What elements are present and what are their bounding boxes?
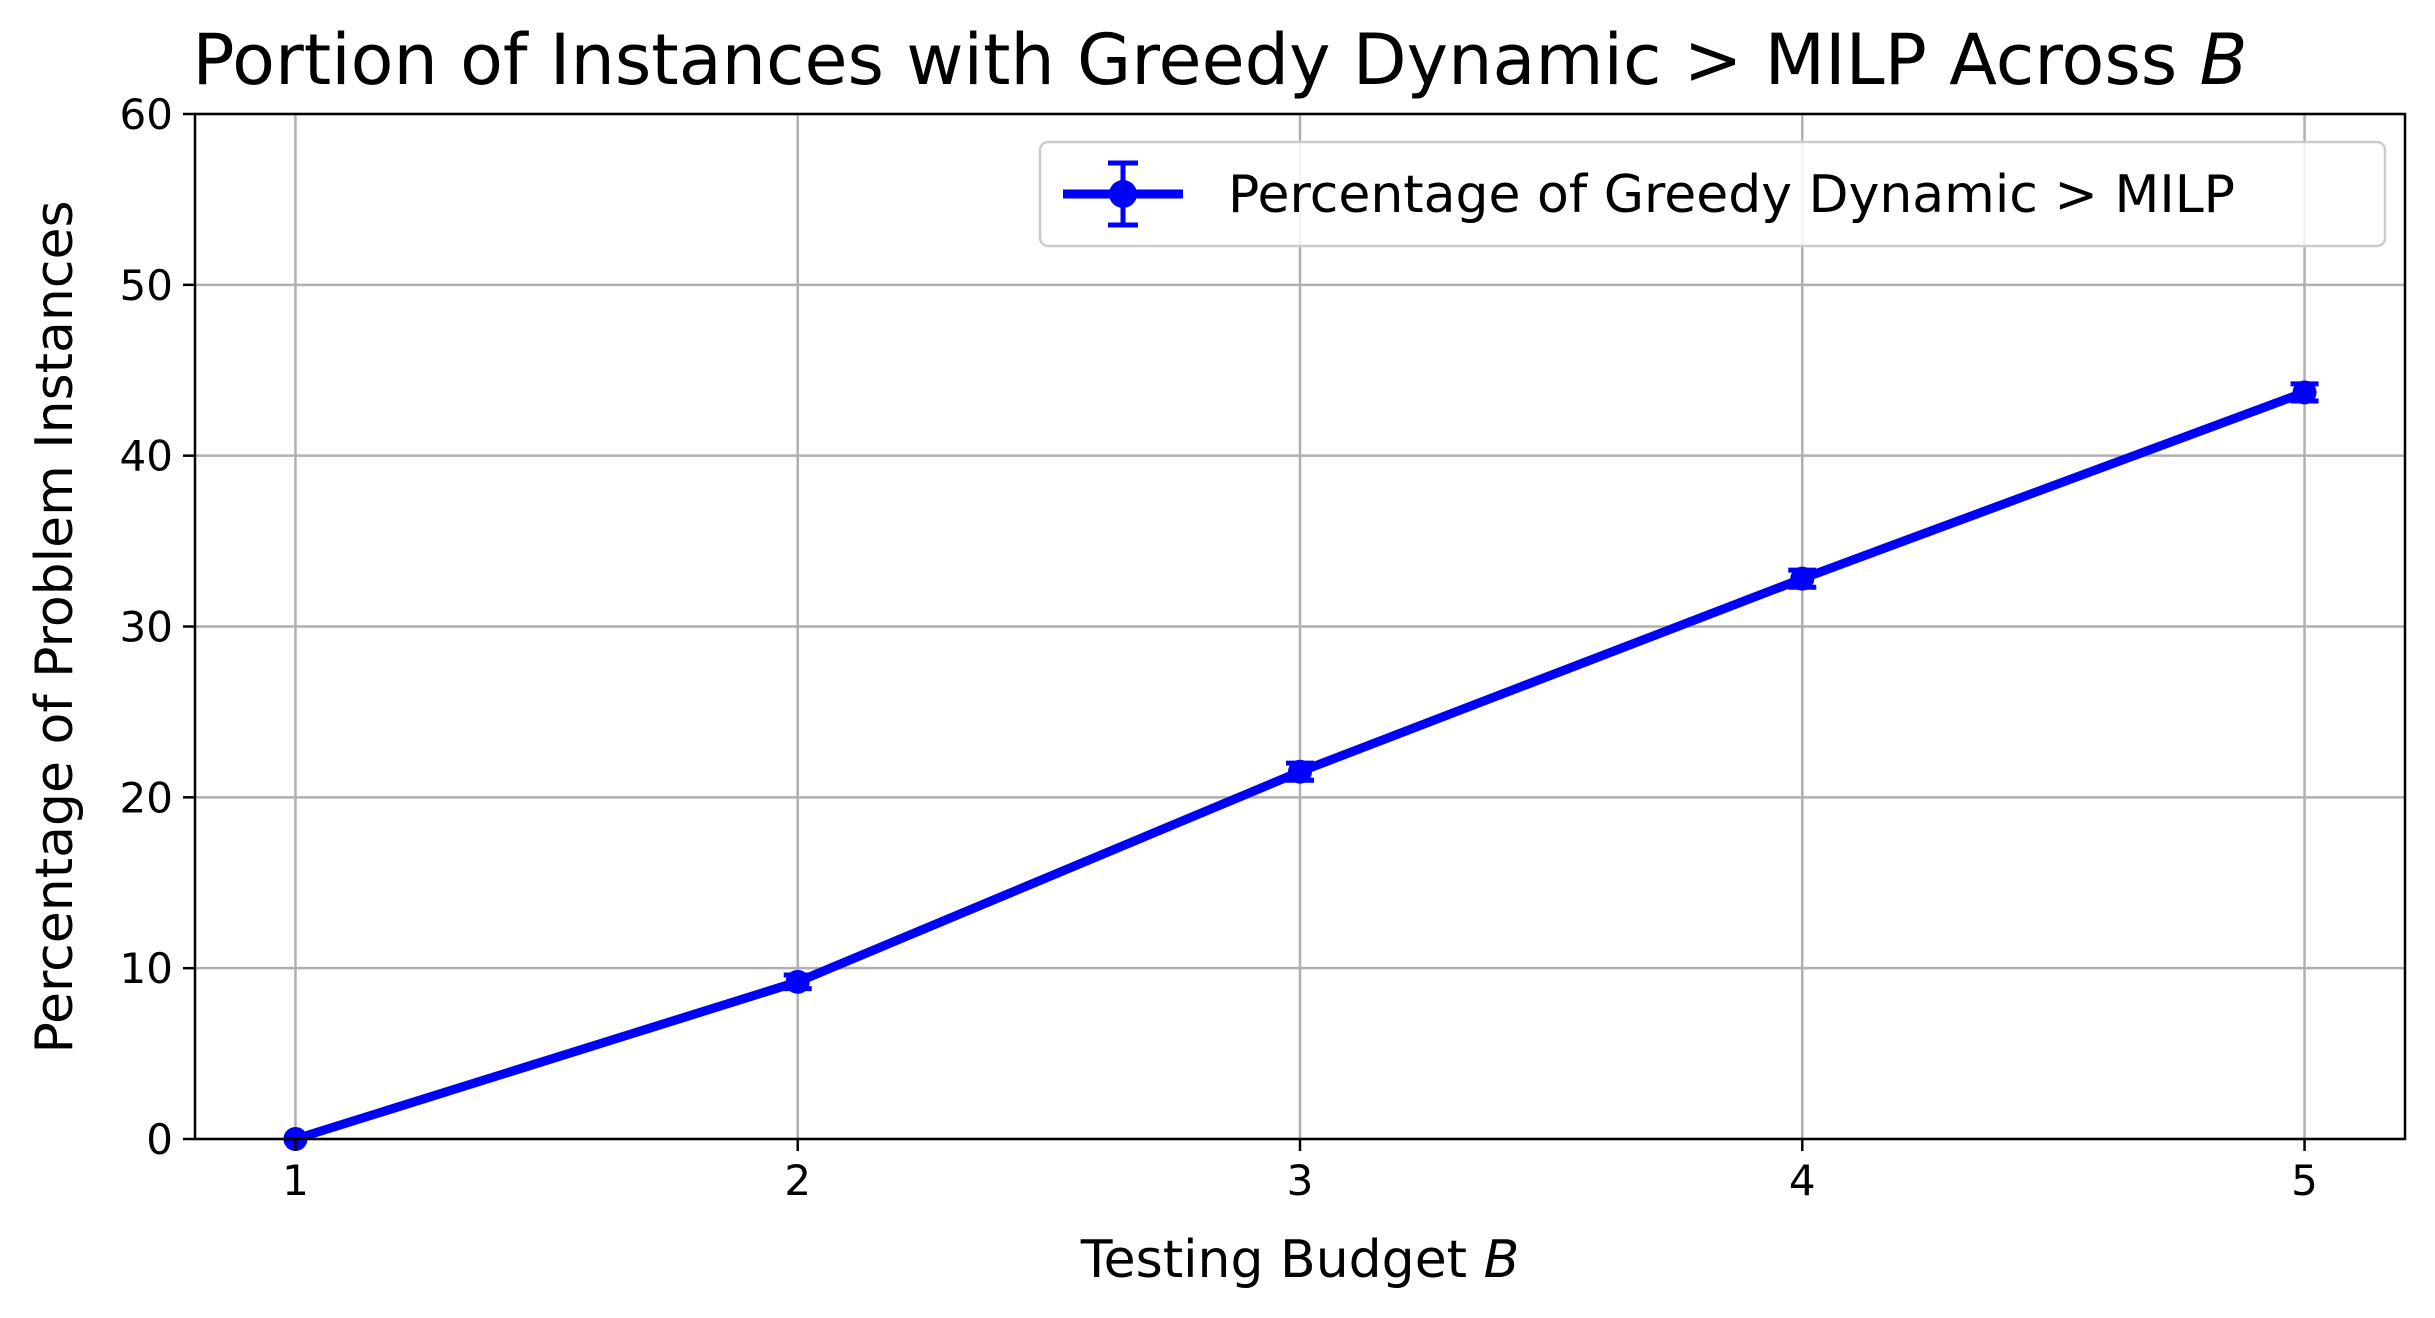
y-tick-label-40: 40 [120, 432, 173, 481]
data-point-3 [1288, 759, 1312, 784]
y-tick-label-10: 10 [120, 944, 173, 993]
y-tick-label-20: 20 [120, 773, 173, 822]
x-tick-label-3: 3 [1287, 1156, 1314, 1205]
legend-entry-label: Percentage of Greedy Dynamic > MILP [1228, 165, 2235, 225]
x-axis-label-variable: B [1484, 1230, 1520, 1290]
x-axis-label: Testing Budget B [1080, 1230, 1520, 1290]
legend: Percentage of Greedy Dynamic > MILP [1038, 140, 2387, 248]
y-tick-label-50: 50 [120, 261, 173, 310]
x-axis: 1 2 3 4 5 [282, 1139, 2318, 1205]
series-layer [283, 380, 2319, 1151]
x-tick-label-1: 1 [282, 1156, 309, 1205]
grid [195, 112, 2405, 1141]
y-tick-label-0: 0 [146, 1115, 173, 1164]
y-tick-label-30: 30 [120, 603, 173, 652]
y-axis: 0 10 20 30 40 50 60 [120, 90, 195, 1164]
y-axis-label: Percentage of Problem Instances [25, 200, 85, 1053]
chart-title-variable: B [2200, 19, 2248, 101]
x-axis-label-text: Testing Budget [1080, 1230, 1484, 1290]
data-point-4 [1790, 566, 1815, 591]
data-point-2 [785, 969, 810, 994]
legend-box [1038, 140, 2387, 248]
data-point-5 [2292, 380, 2317, 405]
x-tick-label-2: 2 [784, 1156, 811, 1205]
chart-title: Portion of Instances with Greedy Dynamic… [192, 19, 2247, 101]
x-tick-label-5: 5 [2291, 1156, 2318, 1205]
y-tick-label-60: 60 [120, 90, 173, 139]
chart-title-text: Portion of Instances with Greedy Dynamic… [192, 19, 2199, 101]
x-tick-label-4: 4 [1789, 1156, 1816, 1205]
legend-marker-swatch [1109, 180, 1137, 208]
